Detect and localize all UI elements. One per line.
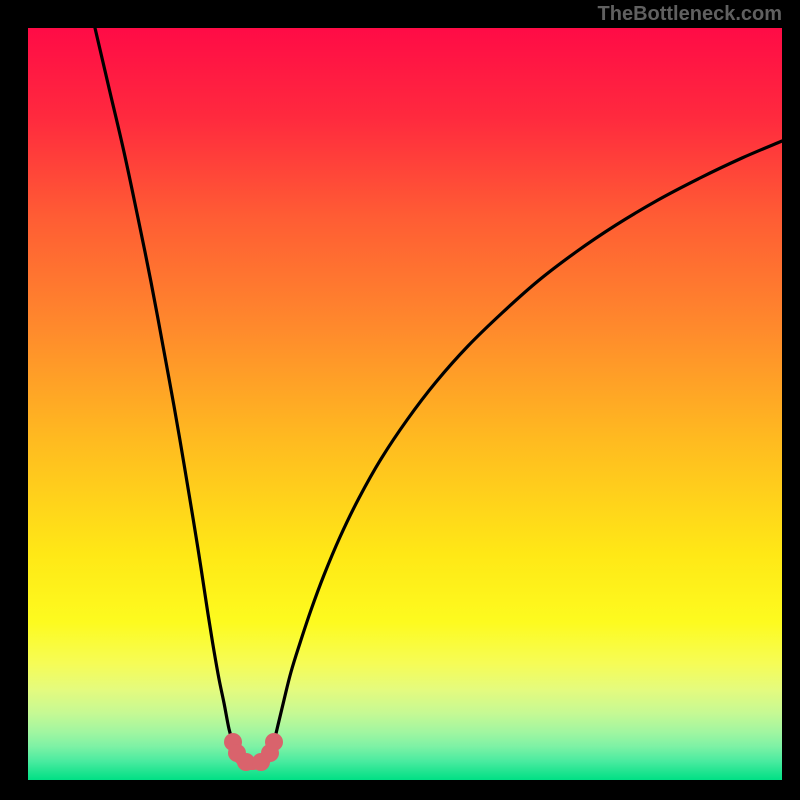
chart-frame: TheBottleneck.com [0,0,800,800]
gradient-background [28,28,782,780]
chart-svg [28,28,782,780]
plot-area [28,28,782,780]
watermark-text: TheBottleneck.com [598,3,782,26]
data-marker [265,733,283,751]
